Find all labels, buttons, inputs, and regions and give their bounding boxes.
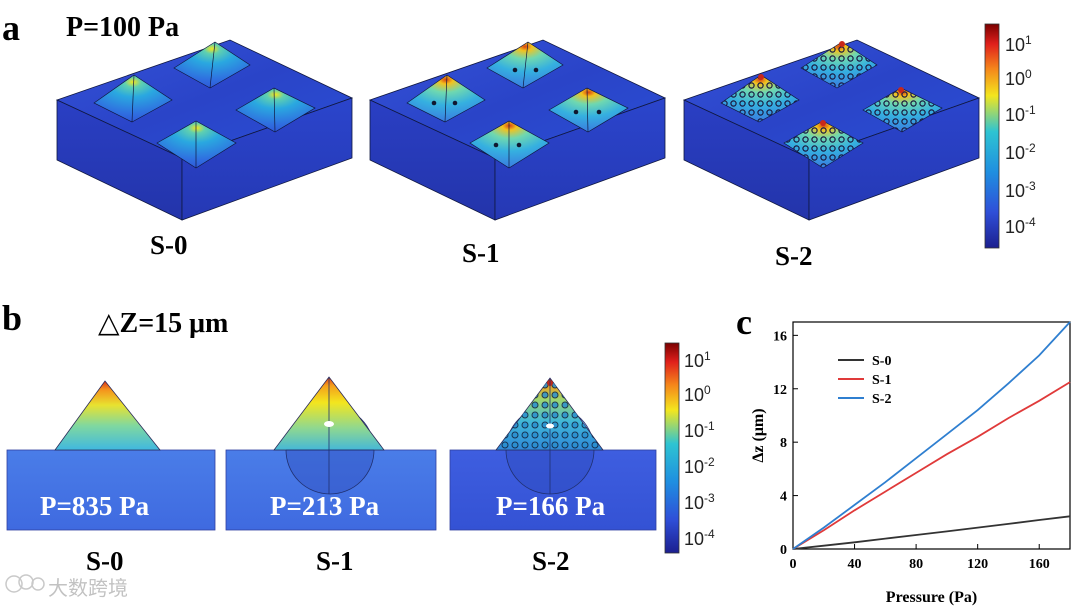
colorbar-a-tick: 100 [1005,67,1032,89]
x-tick-label: 160 [1029,557,1050,572]
colorbar-b [664,342,680,554]
x-axis-label: Pressure (Pa) [886,589,977,606]
panel-a-sample-label: S-1 [462,238,500,268]
colorbar-a-tick: 10-1 [1005,103,1036,125]
colorbar-b-tick: 101 [684,349,711,371]
x-tick-label: 40 [848,557,862,572]
pyramid [783,120,864,169]
panel-b-condition: △Z=15 μm [98,308,229,339]
panel-a-condition: P=100 Pa [66,12,180,43]
y-tick-label: 8 [780,436,787,451]
legend-label: S-0 [872,354,891,369]
colorbar-a-tick: 10-2 [1005,141,1036,163]
y-tick-label: 0 [780,543,787,558]
watermark-text: 大数跨境 [48,576,128,600]
pyramid [406,74,486,123]
pyramid [548,87,629,133]
x-tick-label: 0 [790,557,797,572]
panel-b-letter: b [2,298,23,338]
pyramid [469,120,550,169]
panel-c-letter: c [736,302,752,342]
pyramid [720,74,800,123]
colorbar-a-tick: 101 [1005,33,1032,55]
panel-b-pressure-label: P=213 Pa [270,491,380,521]
series-line-s-0 [792,515,1071,550]
panel-a-block-s2 [682,39,981,221]
series-line-s-1 [792,381,1071,550]
pyramid [235,87,316,133]
panel-b-sample-label: S-2 [532,546,570,576]
colorbar-b-tick: 100 [684,383,711,405]
panel-b-pressure-label: P=835 Pa [40,491,150,521]
plot-frame [792,321,1071,550]
colorbar-a-tick: 10-3 [1005,179,1036,201]
legend-label: S-2 [872,392,891,407]
watermark-logo-icon [5,574,45,593]
pyramid [862,87,943,133]
legend-label: S-1 [872,373,891,388]
panel-b-sample-label: S-1 [316,546,354,576]
chart-panel-c: 0 40 80 120 160 0 4 8 12 16 Pressure (Pa) Δz (μm) S-… [750,321,1071,606]
colorbar-b-tick: 10-2 [684,455,715,477]
panel-b-section-s2 [449,377,657,531]
panel-a-sample-label: S-2 [775,241,813,271]
colorbar-a [984,23,1000,249]
panel-a-letter: a [2,8,20,48]
panel-a-sample-label: S-0 [150,230,188,260]
panel-b-section-s0 [6,380,216,531]
pyramid [486,41,564,89]
pyramid [800,41,878,89]
series-line-s-2 [792,321,1071,550]
y-axis-label: Δz (μm) [750,408,767,462]
panel-a-block-s1 [368,39,667,221]
y-tick-label: 12 [773,383,787,398]
pyramid [156,120,237,169]
x-tick-label: 120 [967,557,988,572]
pyramid [93,74,173,123]
x-tick-label: 80 [909,557,923,572]
pyramid [173,41,251,89]
panel-b-pressure-label: P=166 Pa [496,491,606,521]
y-tick-label: 4 [780,490,787,505]
colorbar-b-tick: 10-1 [684,419,715,441]
colorbar-b-tick: 10-4 [684,527,715,549]
panel-a-block-s0 [55,39,354,221]
colorbar-b-tick: 10-3 [684,491,715,513]
panel-b-sample-label: S-0 [86,546,124,576]
y-tick-label: 16 [773,329,787,344]
panel-b-section-s1 [225,376,437,531]
colorbar-a-tick: 10-4 [1005,215,1036,237]
